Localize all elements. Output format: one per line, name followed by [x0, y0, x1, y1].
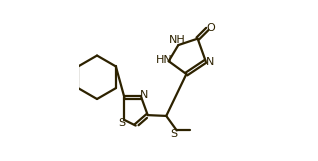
Text: S: S	[171, 129, 178, 139]
Text: N: N	[205, 57, 214, 67]
Text: S: S	[118, 118, 125, 128]
Text: HN: HN	[156, 55, 172, 65]
Text: O: O	[206, 23, 215, 33]
Text: NH: NH	[169, 35, 186, 45]
Text: N: N	[140, 90, 149, 99]
